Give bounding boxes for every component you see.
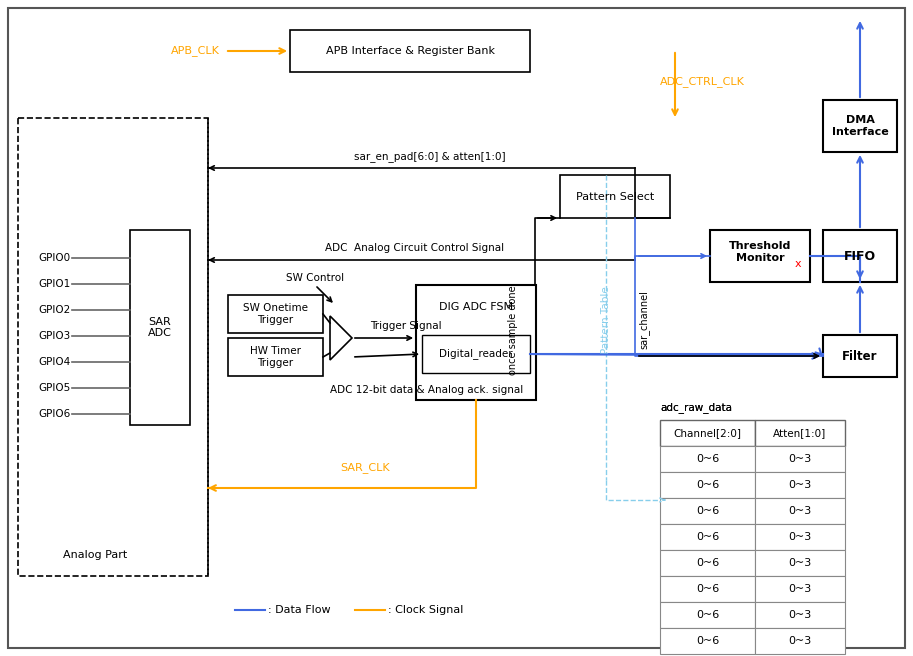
Text: DIG ADC FSM: DIG ADC FSM (439, 302, 513, 312)
Text: adc_raw_data: adc_raw_data (660, 403, 732, 413)
Text: SW Onetime
Trigger: SW Onetime Trigger (243, 303, 308, 325)
Text: 0~6: 0~6 (696, 636, 719, 646)
Text: Pattern Table: Pattern Table (601, 286, 611, 354)
Text: Threshold
Monitor: Threshold Monitor (729, 241, 792, 263)
Bar (660, 576, 755, 602)
Bar (290, 30, 530, 72)
Bar (660, 524, 755, 550)
Text: SAR
ADC: SAR ADC (148, 317, 172, 338)
Text: APB Interface & Register Bank: APB Interface & Register Bank (326, 46, 495, 56)
Bar (660, 602, 755, 628)
Bar (823, 100, 897, 152)
Text: 0~3: 0~3 (788, 480, 812, 490)
Text: : Data Flow: : Data Flow (268, 605, 331, 615)
Text: 0~6: 0~6 (696, 454, 719, 464)
Bar (660, 446, 755, 472)
Text: 0~6: 0~6 (696, 584, 719, 594)
Bar (755, 524, 845, 550)
Bar (660, 472, 755, 498)
Bar (823, 230, 897, 282)
Bar (755, 628, 845, 654)
Text: GPIO4: GPIO4 (38, 357, 70, 367)
Text: 0~3: 0~3 (788, 558, 812, 568)
Text: : Clock Signal: : Clock Signal (388, 605, 464, 615)
Bar (755, 472, 845, 498)
Text: once sample done: once sample done (508, 285, 518, 375)
Text: x: x (794, 259, 802, 269)
Text: FIFO: FIFO (844, 249, 876, 262)
Text: 0~3: 0~3 (788, 584, 812, 594)
Text: 0~3: 0~3 (788, 506, 812, 516)
Text: sar_channel: sar_channel (638, 291, 649, 350)
Text: SW Control: SW Control (286, 273, 344, 283)
Bar (416, 285, 536, 400)
Text: ADC_CTRL_CLK: ADC_CTRL_CLK (660, 77, 745, 87)
Bar (660, 550, 755, 576)
Text: adc_raw_data: adc_raw_data (660, 403, 732, 413)
Text: GPIO6: GPIO6 (38, 409, 70, 419)
Bar (755, 576, 845, 602)
Text: HW Timer
Trigger: HW Timer Trigger (250, 346, 301, 368)
Text: GPIO1: GPIO1 (38, 279, 70, 289)
Bar (422, 335, 530, 373)
Text: 0~6: 0~6 (696, 532, 719, 542)
Text: 0~6: 0~6 (696, 558, 719, 568)
Bar (18, 118, 208, 576)
Text: 0~3: 0~3 (788, 532, 812, 542)
Text: sar_en_pad[6:0] & atten[1:0]: sar_en_pad[6:0] & atten[1:0] (354, 152, 506, 163)
Text: Analog Part: Analog Part (63, 550, 127, 560)
Bar (755, 446, 845, 472)
Bar (823, 335, 897, 377)
Text: Channel[2:0]: Channel[2:0] (674, 428, 741, 438)
Text: ADC 12-bit data & Analog ack. signal: ADC 12-bit data & Analog ack. signal (330, 385, 523, 395)
Text: GPIO5: GPIO5 (38, 383, 70, 393)
Bar (560, 175, 670, 218)
Text: DMA
Interface: DMA Interface (832, 115, 888, 137)
Text: SAR_CLK: SAR_CLK (341, 462, 390, 474)
Bar (660, 628, 755, 654)
Bar (755, 550, 845, 576)
Text: 0~3: 0~3 (788, 454, 812, 464)
Text: 0~6: 0~6 (696, 506, 719, 516)
Text: APB_CLK: APB_CLK (171, 45, 219, 56)
Bar (660, 420, 755, 446)
Text: GPIO2: GPIO2 (38, 305, 70, 315)
Text: 0~6: 0~6 (696, 610, 719, 620)
Text: GPIO0: GPIO0 (38, 253, 70, 263)
Text: Digital_reader: Digital_reader (439, 348, 513, 359)
Bar (755, 420, 845, 446)
Text: 0~6: 0~6 (696, 480, 719, 490)
Text: ADC  Analog Circuit Control Signal: ADC Analog Circuit Control Signal (325, 243, 505, 253)
Bar (710, 230, 810, 282)
Bar (755, 498, 845, 524)
Bar (130, 230, 190, 425)
Bar (755, 602, 845, 628)
Text: Filter: Filter (843, 350, 877, 363)
Bar (660, 498, 755, 524)
Bar (228, 338, 323, 376)
Bar (228, 295, 323, 333)
Text: Trigger Signal: Trigger Signal (370, 321, 442, 331)
Text: 0~3: 0~3 (788, 636, 812, 646)
Text: GPIO3: GPIO3 (38, 331, 70, 341)
Text: Pattern Select: Pattern Select (576, 192, 654, 201)
Text: 0~3: 0~3 (788, 610, 812, 620)
Text: Atten[1:0]: Atten[1:0] (773, 428, 826, 438)
